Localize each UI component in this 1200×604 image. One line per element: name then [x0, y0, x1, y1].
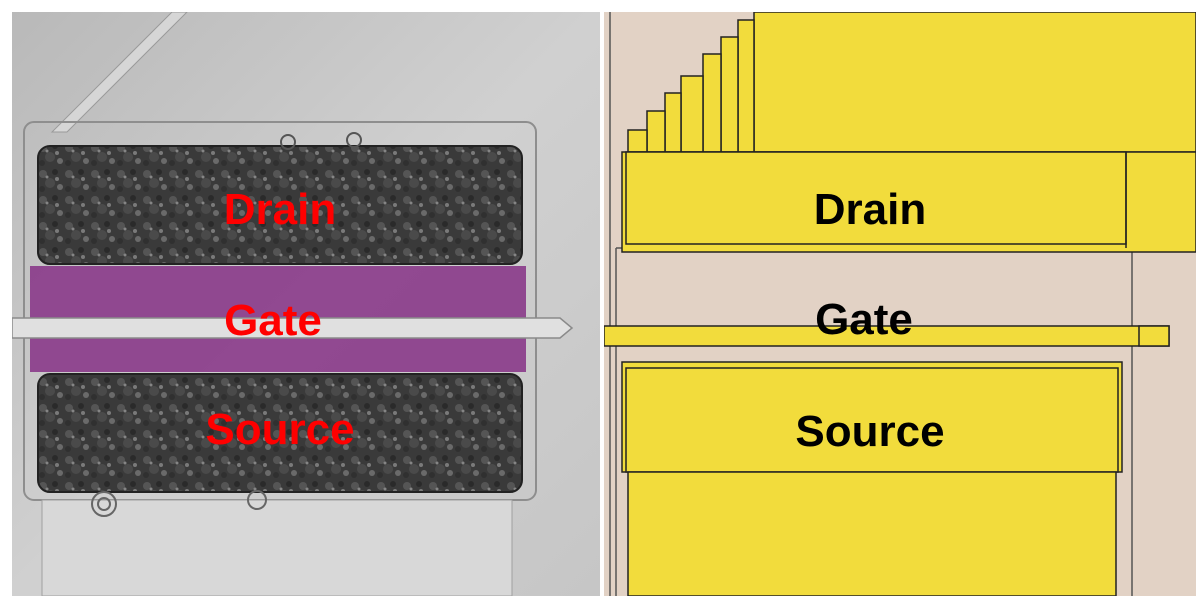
layout-svg: Drain Gate Source: [604, 12, 1196, 596]
top-pad: [753, 12, 1196, 153]
source-label: Source: [795, 407, 944, 456]
drain-label: Drain: [814, 185, 926, 234]
diagonal-trace: [50, 12, 188, 133]
source-region: [625, 367, 1119, 473]
layout-diagram: Drain Gate Source: [604, 12, 1196, 596]
bubble: [97, 497, 111, 511]
gate-strip: [12, 317, 574, 339]
microscope-image: Drain Gate Source: [12, 12, 600, 596]
gate-label: Gate: [815, 295, 913, 344]
gate-tab: [1138, 325, 1170, 347]
drain-label: Drain: [224, 185, 336, 234]
gate-label: Gate: [224, 296, 322, 345]
bottom-pad: [627, 471, 1117, 596]
microscope-svg: Drain Gate Source: [12, 12, 600, 596]
source-label: Source: [205, 405, 354, 454]
step: [737, 19, 755, 153]
bubble: [91, 491, 117, 517]
step: [646, 110, 666, 153]
bubble: [346, 132, 362, 148]
bubble: [247, 490, 267, 510]
step: [720, 36, 739, 153]
step: [702, 53, 722, 153]
step: [627, 129, 648, 153]
step: [664, 92, 682, 153]
source-electrode: [37, 373, 523, 493]
drain-region: [625, 151, 1127, 245]
step: [680, 75, 704, 153]
drain-electrode: [37, 145, 523, 265]
bottom-trace: [41, 499, 513, 596]
bubble: [280, 134, 296, 150]
